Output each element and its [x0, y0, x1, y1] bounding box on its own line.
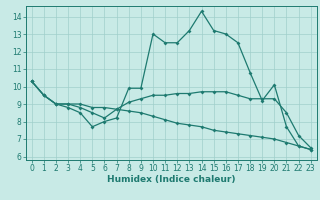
- X-axis label: Humidex (Indice chaleur): Humidex (Indice chaleur): [107, 175, 236, 184]
